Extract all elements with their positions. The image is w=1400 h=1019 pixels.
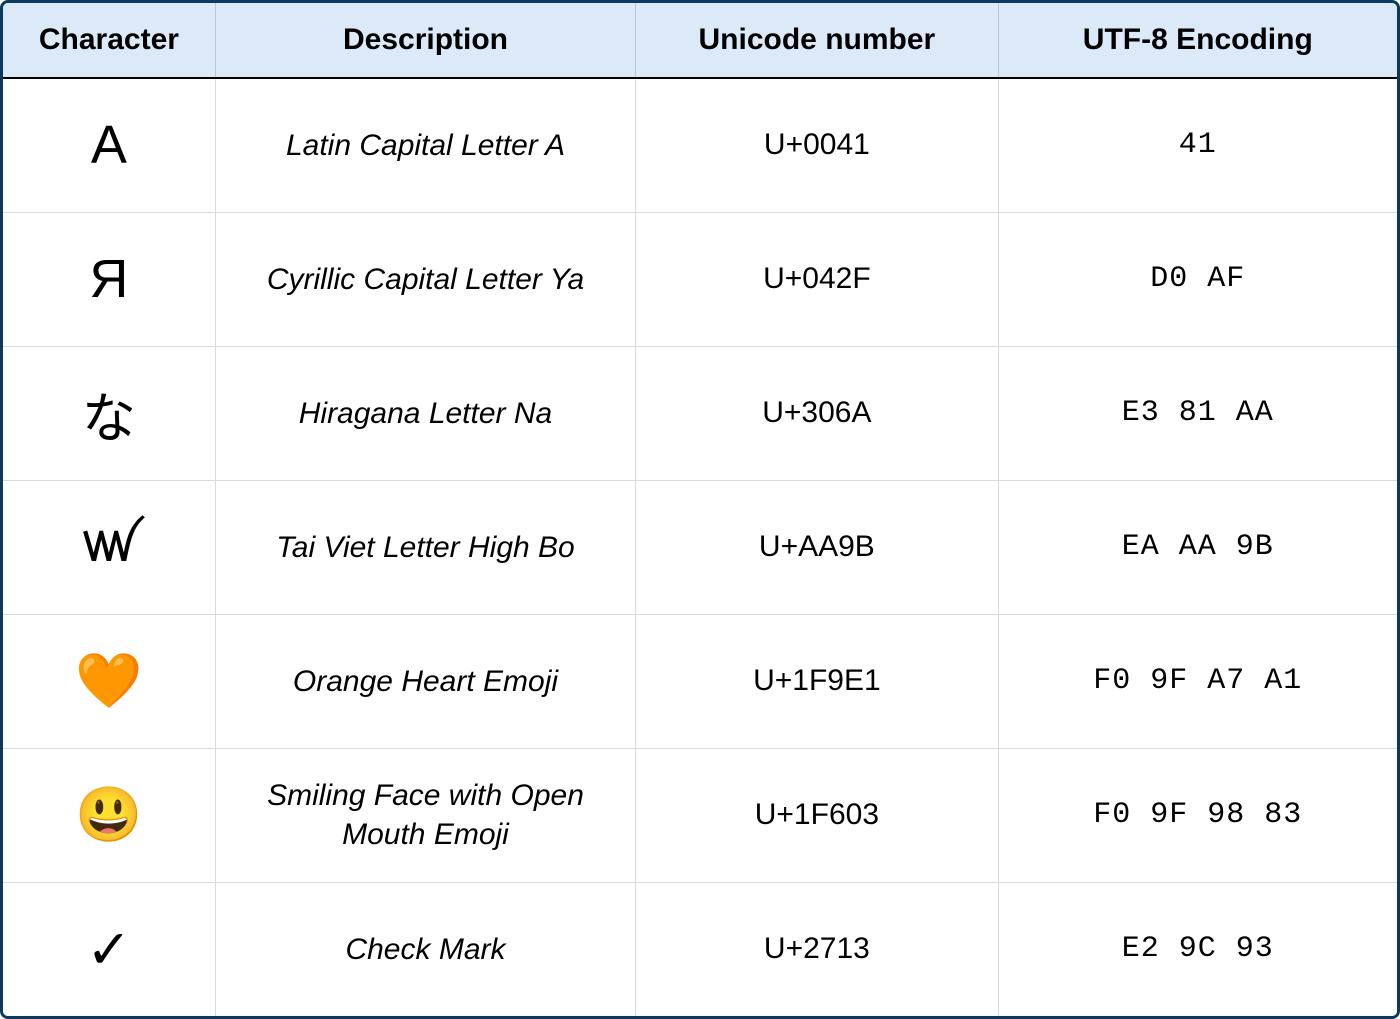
cell-unicode: U+0041 xyxy=(636,78,998,212)
table-row: な Hiragana Letter Na U+306A E3 81 AA xyxy=(3,346,1397,480)
cell-unicode: U+AA9B xyxy=(636,480,998,614)
table-header-row: Character Description Unicode number UTF… xyxy=(3,3,1397,78)
cell-unicode: U+306A xyxy=(636,346,998,480)
cell-encoding: D0 AF xyxy=(998,212,1397,346)
table-row: 🧡 Orange Heart Emoji U+1F9E1 F0 9F A7 A1 xyxy=(3,614,1397,748)
cell-encoding: F0 9F A7 A1 xyxy=(998,614,1397,748)
cell-character: ꪛ xyxy=(3,480,215,614)
table-body: A Latin Capital Letter A U+0041 41 Я Cyr… xyxy=(3,78,1397,1016)
cell-character: Я xyxy=(3,212,215,346)
cell-unicode: U+1F9E1 xyxy=(636,614,998,748)
cell-description: Orange Heart Emoji xyxy=(215,614,635,748)
cell-encoding: EA AA 9B xyxy=(998,480,1397,614)
table-row: ✓ Check Mark U+2713 E2 9C 93 xyxy=(3,882,1397,1016)
cell-unicode: U+1F603 xyxy=(636,748,998,882)
table-row: 😃 Smiling Face with Open Mouth Emoji U+1… xyxy=(3,748,1397,882)
cell-description: Tai Viet Letter High Bo xyxy=(215,480,635,614)
cell-unicode: U+042F xyxy=(636,212,998,346)
cell-encoding: 41 xyxy=(998,78,1397,212)
cell-description: Cyrillic Capital Letter Ya xyxy=(215,212,635,346)
cell-character: A xyxy=(3,78,215,212)
cell-character: 🧡 xyxy=(3,614,215,748)
table-row: A Latin Capital Letter A U+0041 41 xyxy=(3,78,1397,212)
cell-character: 😃 xyxy=(3,748,215,882)
table-header: Character Description Unicode number UTF… xyxy=(3,3,1397,78)
cell-encoding: E3 81 AA xyxy=(998,346,1397,480)
cell-description: Smiling Face with Open Mouth Emoji xyxy=(215,748,635,882)
cell-character: な xyxy=(3,346,215,480)
unicode-table: Character Description Unicode number UTF… xyxy=(3,3,1397,1016)
cell-encoding: F0 9F 98 83 xyxy=(998,748,1397,882)
cell-description: Hiragana Letter Na xyxy=(215,346,635,480)
cell-character: ✓ xyxy=(3,882,215,1016)
unicode-table-container: Character Description Unicode number UTF… xyxy=(0,0,1400,1019)
table-row: ꪛ Tai Viet Letter High Bo U+AA9B EA AA 9… xyxy=(3,480,1397,614)
cell-description: Latin Capital Letter A xyxy=(215,78,635,212)
cell-unicode: U+2713 xyxy=(636,882,998,1016)
header-character: Character xyxy=(3,3,215,78)
header-description: Description xyxy=(215,3,635,78)
cell-description: Check Mark xyxy=(215,882,635,1016)
cell-encoding: E2 9C 93 xyxy=(998,882,1397,1016)
table-row: Я Cyrillic Capital Letter Ya U+042F D0 A… xyxy=(3,212,1397,346)
header-unicode: Unicode number xyxy=(636,3,998,78)
header-encoding: UTF-8 Encoding xyxy=(998,3,1397,78)
